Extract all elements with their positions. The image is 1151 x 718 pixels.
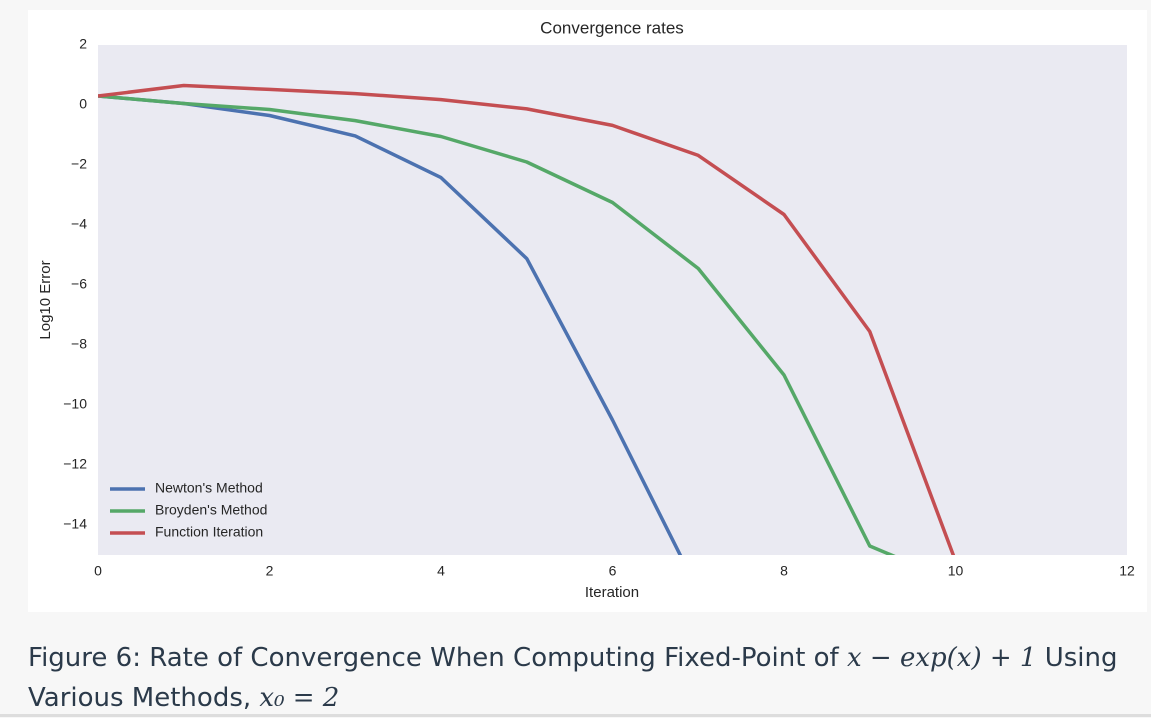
y-tick-label: −10 (63, 396, 87, 412)
y-tick-label: 0 (79, 96, 87, 112)
x-tick-label: 10 (948, 563, 964, 579)
caption: Figure 6: Rate of Convergence When Compu… (28, 638, 1138, 718)
legend-label: Broyden's Method (155, 502, 267, 518)
caption-label: Figure 6: (28, 643, 141, 673)
y-axis-label: Log10 Error (37, 260, 54, 339)
x-axis-label: Iteration (585, 584, 639, 601)
y-tick-label: −8 (71, 336, 87, 352)
x-tick-label: 12 (1119, 563, 1135, 579)
plot-area (98, 45, 1127, 555)
divider (0, 714, 1151, 717)
caption-text: Using Various Methods, (28, 643, 1118, 713)
x-tick-label: 4 (437, 563, 445, 579)
x-tick-label: 0 (94, 563, 102, 579)
chart: Convergence rates Iteration Log10 Error … (37, 18, 1135, 601)
legend-label: Newton's Method (155, 480, 263, 496)
y-tick-label: −12 (63, 456, 87, 472)
chart-title: Convergence rates (540, 18, 684, 37)
series-line (98, 94, 896, 555)
y-tick-label: 2 (79, 36, 87, 52)
caption-math: x − exp(x) + 1 (846, 643, 1037, 673)
y-tick-label: −14 (63, 516, 87, 532)
x-tick-label: 6 (609, 563, 617, 579)
legend-label: Function Iteration (155, 524, 263, 540)
x-tick-label: 8 (780, 563, 788, 579)
y-tick-label: −4 (71, 216, 87, 232)
x-tick-label: 2 (266, 563, 274, 579)
caption-math: x₀ = 2 (259, 683, 340, 713)
caption-text: Rate of Convergence When Computing Fixed… (149, 643, 839, 673)
y-tick-label: −6 (71, 276, 87, 292)
y-tick-label: −2 (71, 156, 87, 172)
series-line (98, 83, 956, 555)
